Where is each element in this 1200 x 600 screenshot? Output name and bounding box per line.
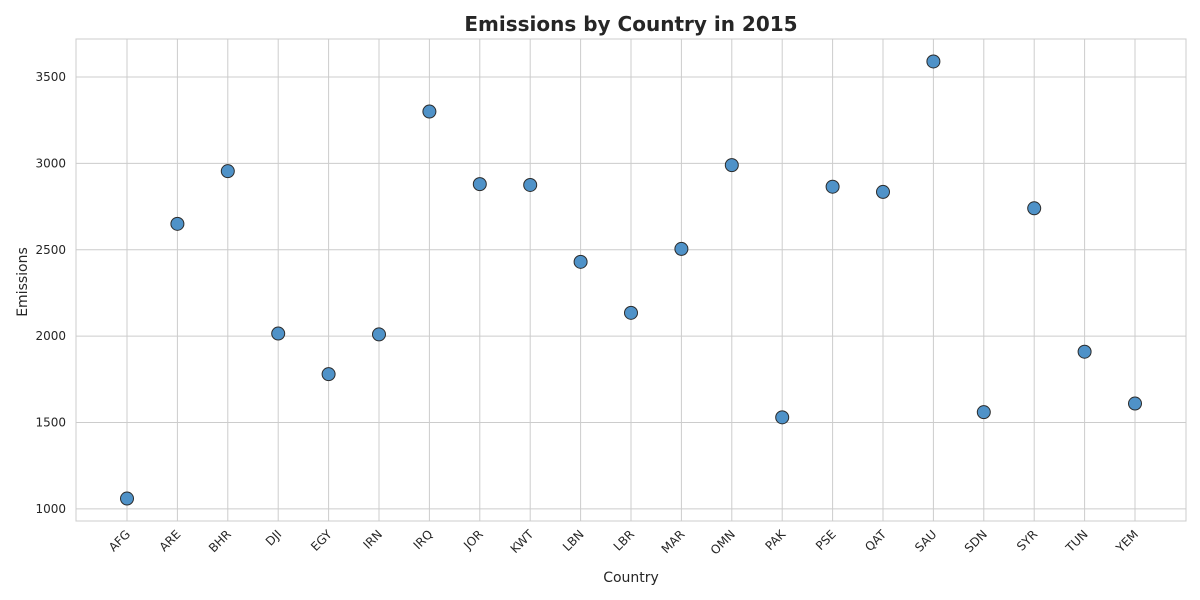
data-point-syr [1027,201,1042,216]
data-point-kwt [523,177,538,192]
y-tick-label: 2500 [35,243,66,257]
data-point-qat [876,184,890,199]
y-tick-label: 3500 [35,70,66,84]
data-point-lbr [624,305,638,320]
data-point-lbn [573,254,588,269]
x-tick-label: OMN [708,527,738,557]
x-tick-label: SYR [1014,527,1040,553]
data-point-pak [775,410,790,425]
y-tick-label: 2000 [35,329,66,343]
data-point-omn [724,158,739,173]
x-tick-label: PAK [762,526,789,553]
x-axis-label: Country [603,570,659,586]
data-point-dji [271,326,286,341]
data-point-sau [926,54,941,69]
x-tick-label: BHR [206,527,234,555]
x-tick-label: AFG [106,527,133,554]
x-tick-label: LBN [560,527,587,554]
x-tick-labels: AFG ARE BHR DJI EGY IRN IRQ JOR KWT LBN LBR MAR OMN P… [106,526,1141,557]
data-point-irn [372,327,386,342]
x-tick-label: DJI [263,527,284,548]
x-tick-label: SAU [912,527,939,554]
grid-layer [76,39,1186,521]
points-layer [120,54,1142,506]
data-point-bhr [220,164,235,179]
x-tick-label: JOR [460,527,486,553]
x-tick-label: LBR [611,527,637,553]
x-tick-label: KWT [508,527,537,556]
x-tick-label: MAR [659,527,688,556]
data-point-yem [1128,396,1142,411]
x-tick-label: TUN [1062,527,1090,555]
y-tick-label: 1500 [35,416,66,430]
x-tick-label: IRN [360,527,385,552]
data-point-jor [472,177,487,192]
plot-frame [75,38,1187,522]
x-tick-label: YEM [1113,527,1141,555]
data-point-pse [825,179,840,194]
x-tick-label: IRQ [411,527,436,552]
data-point-tun [1077,344,1092,359]
x-tick-label: ARE [157,527,184,554]
x-tick-label: EGY [308,527,335,554]
x-tick-label: QAT [862,527,889,554]
data-point-sdn [976,405,991,420]
y-axis-label: Emissions [15,247,31,317]
data-point-irq [422,104,437,119]
x-tick-label: SDN [962,527,990,555]
data-point-egy [321,367,336,382]
y-tick-label: 3000 [35,156,66,170]
data-point-mar [674,241,689,256]
y-tick-labels: 1000 1500 2000 2500 3000 3500 [35,70,66,516]
data-point-afg [120,491,134,506]
x-tick-label: PSE [813,527,839,553]
data-point-are [170,216,185,231]
y-tick-label: 1000 [35,502,66,516]
chart-title: Emissions by Country in 2015 [464,12,797,36]
